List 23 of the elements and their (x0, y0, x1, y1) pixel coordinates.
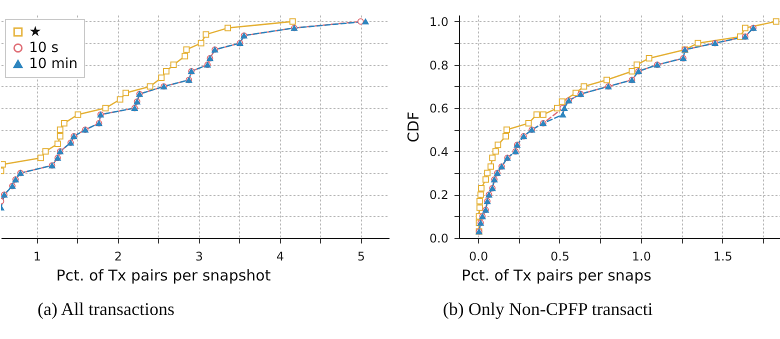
x-tick-label: 0.0 (469, 250, 488, 264)
y-axis-title: CDF (404, 112, 422, 142)
text: (a) All transactions (38, 299, 174, 319)
x-tick-label: 1 (33, 250, 41, 264)
legend-label: 10 s (29, 40, 59, 56)
y-tick-label: 0.6 (429, 102, 448, 116)
x-tick-label: 0.5 (550, 250, 570, 264)
y-tick-label: 0.0 (429, 232, 448, 246)
x-axis-title: Pct. of Tx pairs per snaps (462, 266, 652, 284)
x-tick-label: 1.5 (713, 250, 732, 264)
text: (b) Only Non-CPFP transacti (442, 299, 653, 319)
x-tick-label: 4 (276, 250, 284, 264)
x-tick-label: 5 (357, 250, 365, 264)
y-tick-label: 0.4 (429, 144, 448, 159)
x-axis-title: Pct. of Tx pairs per snapshot (56, 266, 271, 284)
legend-label: 10 min (29, 56, 78, 72)
x-tick-label: 2 (114, 250, 122, 264)
legend-label: ★ (29, 24, 42, 40)
y-tick-label: 1.0 (429, 14, 448, 29)
y-tick-label: 0.8 (429, 58, 448, 72)
x-tick-label: 3 (195, 250, 203, 264)
y-tick-label: 0.2 (429, 188, 448, 202)
x-tick-label: 1.0 (632, 250, 651, 264)
